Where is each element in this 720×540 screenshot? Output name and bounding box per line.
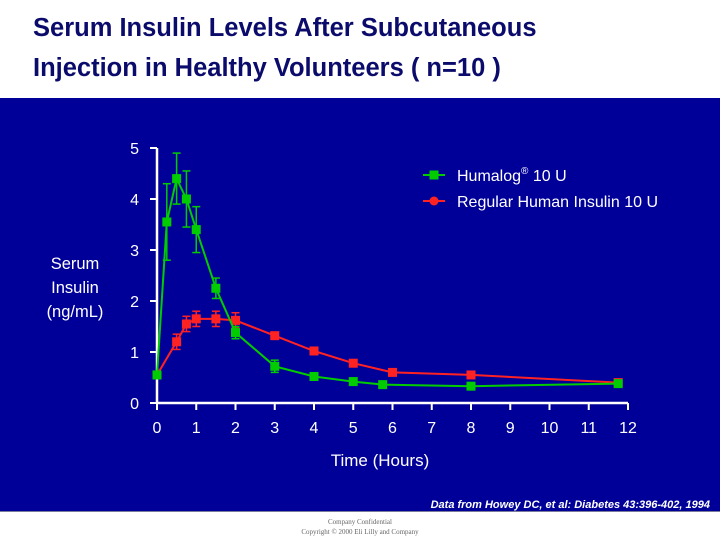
- legend-entry-0: Humalog® 10 U: [423, 166, 567, 185]
- data-point: [466, 370, 476, 380]
- data-point: [348, 377, 358, 387]
- data-point: [309, 371, 319, 381]
- y-axis-label-line-1: Serum: [51, 255, 100, 273]
- y-tick-label: 2: [130, 294, 139, 311]
- data-point: [231, 328, 240, 338]
- chart-panel: 0 1 2 3 4 5 0 1 2 3 4 5 6 7 8 9 10 11 12 Humalog® 10 U Regu…: [0, 98, 720, 511]
- x-tick-label: 9: [506, 420, 515, 437]
- x-tick-label: 0: [153, 420, 162, 437]
- legend: Humalog® 10 U Regular Human Insulin 10 U: [423, 166, 658, 211]
- x-tick-label: 1: [192, 420, 201, 437]
- legend-label: Regular Human Insulin 10 U: [457, 194, 658, 211]
- data-point: [231, 315, 240, 325]
- x-tick-label: 7: [427, 420, 436, 437]
- data-point: [152, 370, 162, 380]
- series-line: [156, 317, 619, 384]
- x-tick-label: 2: [231, 420, 240, 437]
- legend-marker-square: [429, 170, 439, 180]
- x-tick-label: 5: [349, 420, 358, 437]
- slide-title-line-2: Injection in Healthy Volunteers ( n=10 ): [33, 54, 501, 82]
- data-point: [191, 225, 201, 235]
- x-tick-label: 3: [270, 420, 279, 437]
- title-band: Serum Insulin Levels After Subcutaneous …: [0, 0, 720, 99]
- y-axis-label-line-3: (ng/mL): [47, 303, 104, 321]
- slide-title-line-1: Serum Insulin Levels After Subcutaneous: [33, 14, 537, 42]
- x-tick-label: 8: [467, 420, 476, 437]
- footer-divider: [0, 511, 720, 512]
- data-point: [181, 319, 191, 329]
- series-1: [152, 310, 623, 388]
- footer-confidential: Company Confidential: [328, 518, 392, 526]
- legend-label: Humalog® 10 U: [457, 166, 567, 185]
- data-point: [348, 358, 358, 368]
- y-axis-label-line-2: Insulin: [51, 279, 99, 297]
- x-tick-label: 12: [619, 420, 637, 437]
- data-point: [613, 379, 623, 389]
- data-point: [211, 314, 221, 324]
- data-point: [466, 381, 476, 391]
- data-point: [181, 194, 191, 204]
- data-point: [309, 346, 319, 356]
- footer-copyright: Copyright © 2000 Eli Lilly and Company: [301, 528, 419, 536]
- data-point: [191, 314, 201, 324]
- data-point: [378, 380, 388, 390]
- data-point: [162, 217, 172, 227]
- y-tick-label: 5: [130, 141, 139, 158]
- x-tick-label: 6: [388, 420, 397, 437]
- legend-marker-dot: [429, 196, 439, 206]
- x-tick-label: 4: [310, 420, 319, 437]
- y-tick-label: 1: [130, 345, 139, 362]
- y-tick-label: 4: [130, 192, 139, 209]
- y-tick-label: 3: [130, 243, 139, 260]
- x-tick-label: 10: [541, 420, 559, 437]
- legend-entry-1: Regular Human Insulin 10 U: [423, 194, 658, 211]
- data-point: [172, 337, 182, 347]
- data-point: [211, 283, 221, 293]
- x-axis-label: Time (Hours): [331, 451, 430, 470]
- data-point: [388, 367, 397, 377]
- data-point: [172, 174, 182, 184]
- data-point: [270, 361, 280, 371]
- series-layer: [152, 152, 623, 391]
- y-tick-label: 0: [130, 396, 139, 413]
- footer: Company Confidential Copyright © 2000 El…: [0, 512, 720, 540]
- x-tick-label: 11: [580, 420, 597, 437]
- data-point: [270, 331, 280, 341]
- citation-text: Data from Howey DC, et al: Diabetes 43:3…: [431, 499, 710, 511]
- series-0: [152, 152, 623, 391]
